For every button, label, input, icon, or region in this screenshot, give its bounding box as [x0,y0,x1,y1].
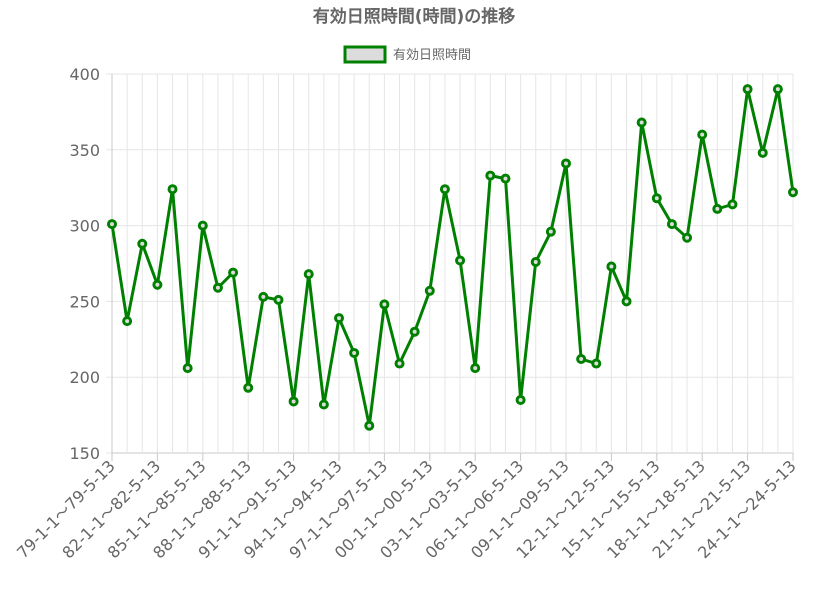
data-point[interactable] [788,187,798,198]
data-point[interactable] [288,396,299,407]
data-point[interactable] [424,285,435,296]
data-point[interactable] [742,84,753,95]
data-point[interactable] [500,173,511,184]
data-point[interactable] [515,394,526,405]
data-point[interactable] [334,313,344,324]
data-point[interactable] [697,129,708,140]
data-point[interactable] [455,255,466,266]
data-point[interactable] [757,147,768,158]
data-point[interactable] [591,358,602,369]
x-axis: 79-1-1～79-5-1382-1-1～82-5-1385-1-1～85-5-… [13,456,800,562]
data-point[interactable] [606,261,617,272]
y-axis: 150 200 250 300 350 400 [69,65,100,463]
data-point[interactable] [228,267,239,278]
data-point[interactable] [621,296,632,307]
data-point[interactable] [530,256,541,267]
data-point[interactable] [485,170,496,181]
data-point[interactable] [636,117,647,128]
data-point[interactable] [470,363,481,374]
data-point[interactable] [152,279,163,290]
grid [106,73,794,461]
data-point[interactable] [379,299,390,310]
y-tick-label: 250 [69,292,100,311]
data-point[interactable] [243,382,254,393]
data-point[interactable] [545,226,556,237]
data-point[interactable] [727,199,738,210]
data-point[interactable] [439,184,450,195]
legend[interactable]: 有効日照時間 [343,45,471,64]
data-point[interactable] [182,363,193,374]
data-point[interactable] [197,220,208,231]
data-point[interactable] [666,219,677,230]
data-point[interactable] [394,358,405,369]
data-point[interactable] [258,291,269,302]
data-point[interactable] [576,354,587,365]
data-point[interactable] [409,326,420,337]
y-tick-label: 400 [69,65,100,84]
series-line [110,88,795,427]
legend-label: 有効日照時間 [393,48,471,63]
y-tick-label: 200 [69,368,100,387]
data-point[interactable] [212,282,223,293]
data-point[interactable] [318,399,329,410]
y-tick-label: 350 [69,141,100,160]
data-point[interactable] [682,232,693,243]
y-tick-label: 150 [69,444,100,463]
data-point[interactable] [303,269,314,280]
data-point[interactable] [651,193,662,204]
data-point[interactable] [273,294,284,305]
data-point[interactable] [122,316,133,327]
series-green [107,84,798,431]
data-point[interactable] [137,238,148,249]
data-point[interactable] [712,203,723,214]
data-point[interactable] [772,84,783,95]
y-tick-label: 300 [69,217,100,236]
data-point[interactable] [561,158,571,169]
legend-swatch [343,45,387,64]
chart-title: 有効日照時間(時間)の推移 [313,6,516,27]
data-point[interactable] [349,347,360,358]
data-point[interactable] [167,184,178,195]
data-point[interactable] [107,219,117,230]
data-point[interactable] [364,420,375,431]
